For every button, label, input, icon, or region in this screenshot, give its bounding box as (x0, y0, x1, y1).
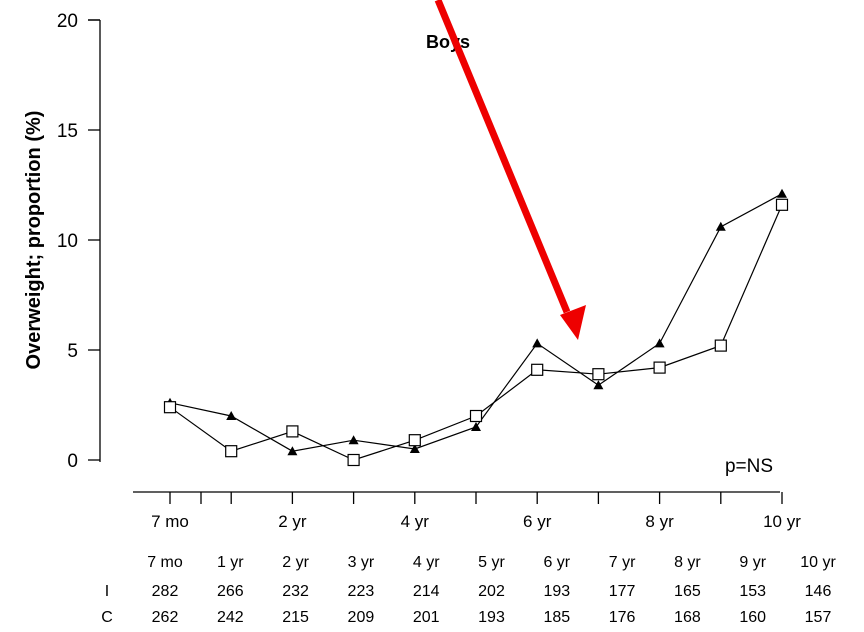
data-point-triangle (532, 338, 543, 348)
data-point-triangle (715, 221, 726, 231)
table-header-cell: 2 yr (282, 554, 309, 571)
table-cell: 202 (478, 583, 505, 600)
data-point-square (347, 453, 360, 467)
table-header-cell: 1 yr (217, 554, 244, 571)
y-axis-label: Overweight; proportion (%) (23, 111, 45, 370)
data-point-square (408, 434, 421, 447)
y-tick-label: 0 (67, 451, 78, 472)
sample-size-table: 7 mo 1 yr 2 yr 3 yr 4 yr 5 yr 6 yr 7 yr 8 yr 9 yr… (101, 554, 836, 626)
data-point-square (286, 425, 299, 438)
chart-title: Boys (426, 32, 470, 52)
table-header-cell: 4 yr (413, 554, 440, 571)
table-cell: 177 (609, 583, 636, 600)
table-cell: 153 (739, 583, 766, 600)
table-cell: 201 (413, 609, 440, 626)
table-cell: 193 (543, 583, 570, 600)
table-cell: 232 (282, 583, 309, 600)
table-header-cell: 6 yr (543, 554, 570, 571)
data-point-square (225, 445, 238, 458)
table-row-label: C (101, 609, 113, 626)
significance-annotation: p=NS (725, 456, 773, 477)
data-point-triangle (348, 435, 359, 445)
y-ticks: 0 5 10 15 20 (57, 11, 100, 472)
table-cell: 214 (413, 583, 440, 600)
table-cell: 168 (674, 609, 701, 626)
x-tick-label: 10 yr (763, 512, 801, 531)
data-point-triangle (409, 444, 420, 453)
data-point-square (775, 198, 789, 211)
x-tick-label: 8 yr (645, 512, 674, 531)
table-header-cell: 5 yr (478, 554, 505, 571)
table-cell: 266 (217, 583, 244, 600)
table-cell: 193 (478, 609, 505, 626)
table-header-cell: 7 mo (147, 554, 183, 571)
table-header-cell: 10 yr (800, 554, 836, 571)
red-arrow-shaft (434, 0, 571, 314)
table-cell: 282 (152, 583, 179, 600)
table-row-label: I (105, 583, 109, 600)
data-point-triangle (287, 446, 298, 456)
x-ticks: 7 mo 2 yr 4 yr 6 yr 8 yr 10 yr (151, 492, 801, 531)
data-point-square (531, 363, 544, 376)
data-point-square (163, 401, 177, 414)
red-arrow-head (560, 305, 586, 340)
red-arrow (434, 0, 586, 340)
data-point-triangle (777, 188, 787, 198)
table-header-cell: 7 yr (609, 554, 636, 571)
data-point-triangle (471, 422, 481, 431)
table-cell: 262 (152, 609, 179, 626)
table-header-cell: 3 yr (348, 554, 375, 571)
table-cell: 185 (543, 609, 570, 626)
x-tick-label: 6 yr (523, 512, 552, 531)
table-header-cell: 8 yr (674, 554, 701, 571)
data-point-triangle (226, 411, 237, 420)
y-tick-label: 15 (57, 121, 78, 142)
table-cell: 223 (348, 583, 375, 600)
y-tick-label: 10 (57, 231, 78, 252)
table-cell: 176 (609, 609, 636, 626)
data-point-triangle (654, 338, 665, 348)
data-point-square (592, 368, 605, 381)
table-cell: 209 (348, 609, 375, 626)
x-tick-label: 2 yr (278, 512, 307, 531)
data-point-square (653, 361, 666, 374)
y-tick-label: 5 (67, 341, 78, 362)
data-point-square (714, 339, 727, 352)
table-cell: 165 (674, 583, 701, 600)
x-tick-label: 4 yr (401, 512, 430, 531)
table-cell: 157 (805, 609, 832, 626)
table-cell: 146 (805, 583, 832, 600)
x-tick-label: 7 mo (151, 512, 189, 531)
series-markers (163, 188, 789, 467)
table-cell: 215 (282, 609, 309, 626)
table-header-cell: 9 yr (739, 554, 766, 571)
table-cell: 160 (739, 609, 766, 626)
data-point-triangle (593, 380, 604, 390)
table-cell: 242 (217, 609, 244, 626)
y-tick-label: 20 (57, 11, 78, 32)
data-point-square (469, 409, 483, 423)
